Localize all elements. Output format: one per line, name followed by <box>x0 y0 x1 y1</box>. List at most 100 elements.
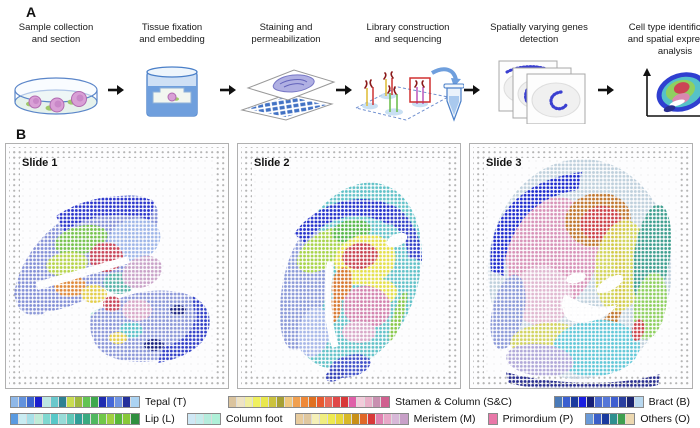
color-swatch <box>187 414 196 424</box>
color-swatch <box>269 397 278 407</box>
legend-label-meristem: Meristem (M) <box>413 413 476 425</box>
color-swatch <box>610 397 619 407</box>
petri-dish-icon <box>14 77 98 115</box>
color-swatch <box>301 397 310 407</box>
color-swatch <box>253 397 262 407</box>
legend-label-tepal: Tepal (T) <box>145 396 187 408</box>
color-swatch <box>43 397 51 407</box>
color-swatch <box>618 414 627 424</box>
color-swatch <box>618 397 627 407</box>
legend-group-lip: Lip (L) <box>10 413 175 425</box>
color-swatch <box>365 397 374 407</box>
color-swatch <box>11 397 19 407</box>
slide-1-tissue-map <box>9 147 225 385</box>
color-swatch <box>51 397 59 407</box>
step-tissue-fixation: Tissue fixation and embedding <box>124 22 220 122</box>
color-swatch <box>309 397 318 407</box>
color-swatch <box>11 414 19 424</box>
step-svg-detection: Spatially varying genes detection <box>480 22 598 124</box>
legend-group-others: Others (O) <box>585 413 690 425</box>
legend-row-2: Lip (L) Column foot Meristem (M) Primord… <box>10 413 690 425</box>
step-library-construction: Library construction and sequencing <box>352 22 464 124</box>
legend-group-meristem: Meristem (M) <box>294 413 476 425</box>
color-swatch <box>59 414 67 424</box>
legend-label-column-foot: Column foot <box>225 413 283 425</box>
color-swatch <box>67 414 75 424</box>
legend-group-column-foot: Column foot <box>186 413 283 425</box>
arrow-right-icon <box>220 85 236 95</box>
color-swatch <box>107 414 115 424</box>
color-swatch <box>91 397 99 407</box>
color-swatch <box>35 397 43 407</box>
color-swatch <box>67 397 75 407</box>
gene-maps-icon <box>498 60 586 124</box>
slide-panel-1: Slide 1 <box>5 143 229 389</box>
color-swatch <box>343 414 352 424</box>
panel-a-label: A <box>26 4 37 20</box>
color-swatch <box>27 414 35 424</box>
color-swatch <box>594 414 603 424</box>
color-swatch <box>115 414 123 424</box>
slide-staining-icon <box>240 69 336 121</box>
color-swatch <box>59 397 67 407</box>
others-swatches <box>585 413 636 425</box>
color-swatch <box>399 414 408 424</box>
color-swatch <box>349 397 358 407</box>
color-swatch <box>195 414 204 424</box>
color-swatch <box>341 397 350 407</box>
step-caption: Sample collection and section <box>18 22 94 45</box>
step-caption: Tissue fixation and embedding <box>139 22 205 45</box>
column-foot-swatches <box>186 413 221 425</box>
color-swatch <box>317 397 326 407</box>
color-swatch <box>245 397 254 407</box>
legend-group-stamen-column: Stamen & Column (S&C) <box>228 396 512 408</box>
stamen-column-swatches <box>228 396 391 408</box>
slide-panel-2: Slide 2 <box>237 143 461 389</box>
color-swatch <box>261 397 270 407</box>
color-swatch <box>373 397 382 407</box>
color-swatch <box>27 397 35 407</box>
color-swatch <box>303 414 312 424</box>
step-caption: Spatially varying genes detection <box>490 22 588 45</box>
color-swatch <box>586 397 595 407</box>
library-tube-icon <box>354 67 464 122</box>
color-swatch <box>75 414 83 424</box>
arrow-right-icon <box>336 85 352 95</box>
color-swatch <box>293 397 302 407</box>
legend-label-bract: Bract (B) <box>648 396 690 408</box>
arrow-right-icon <box>108 85 124 95</box>
lip-swatches <box>10 413 140 425</box>
color-swatch <box>75 397 83 407</box>
color-swatch <box>285 397 294 407</box>
slide-3-tissue-map <box>473 147 689 388</box>
panel-b: B Slide 1 <box>0 126 700 389</box>
meristem-swatches <box>294 413 409 425</box>
step-caption: Cell type identification and spatial exp… <box>627 22 700 57</box>
color-swatch <box>554 397 563 407</box>
color-swatch <box>391 414 400 424</box>
color-swatch <box>311 414 320 424</box>
step-spatial-analysis: Cell type identification and spatial exp… <box>614 22 700 122</box>
color-swatch <box>203 414 212 424</box>
color-swatch <box>295 414 304 424</box>
workflow-steps: Sample collection and section Tiss <box>0 22 700 124</box>
color-swatch <box>229 397 238 407</box>
slide-2-label: Slide 2 <box>254 157 290 169</box>
cell-type-legend: Tepal (T) Stamen & Column (S&C) Bract (B… <box>0 389 700 425</box>
panel-b-label: B <box>16 126 27 142</box>
color-swatch <box>586 414 595 424</box>
color-swatch <box>634 397 643 407</box>
color-swatch <box>602 397 611 407</box>
panel-a: A Sample collection and section <box>0 0 700 126</box>
arrow-right-icon <box>598 85 614 95</box>
color-swatch <box>602 414 611 424</box>
color-swatch <box>51 414 59 424</box>
legend-label-stamen-column: Stamen & Column (S&C) <box>395 396 512 408</box>
color-swatch <box>83 414 91 424</box>
step-staining: Staining and permeabilization <box>236 22 336 122</box>
slides-row: Slide 1 <box>0 143 700 389</box>
color-swatch <box>211 414 220 424</box>
step-sample-collection: Sample collection and section <box>4 22 108 122</box>
tepal-swatches <box>10 396 140 408</box>
